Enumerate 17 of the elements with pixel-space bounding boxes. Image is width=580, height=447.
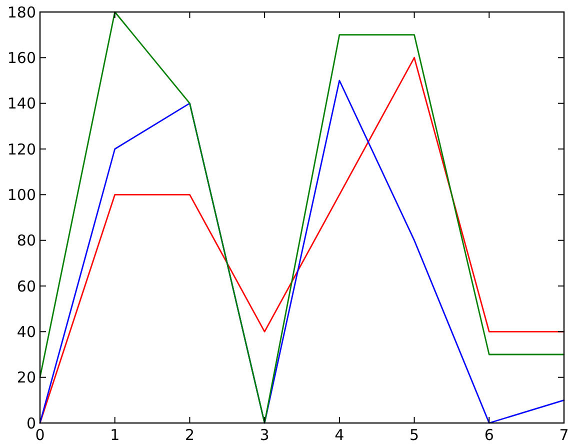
y-tick-label: 40	[16, 322, 36, 341]
x-tick-label: 3	[260, 426, 270, 444]
x-tick-label: 5	[410, 426, 420, 444]
x-tick-label: 6	[484, 426, 494, 444]
y-tick-label: 160	[7, 48, 36, 67]
y-tick-label: 60	[16, 277, 36, 296]
y-tick-label: 120	[7, 140, 36, 158]
x-tick-label: 4	[334, 426, 344, 444]
x-tick-label: 1	[110, 426, 120, 444]
y-tick-label: 0	[26, 414, 36, 432]
y-tick-label: 100	[7, 186, 36, 204]
y-tick-label: 140	[7, 94, 36, 113]
x-tick-label: 7	[559, 426, 569, 444]
y-tick-label: 80	[16, 232, 36, 250]
y-tick-label: 20	[16, 368, 36, 387]
x-tick-label: 2	[184, 426, 194, 444]
y-tick-label: 180	[7, 3, 36, 22]
